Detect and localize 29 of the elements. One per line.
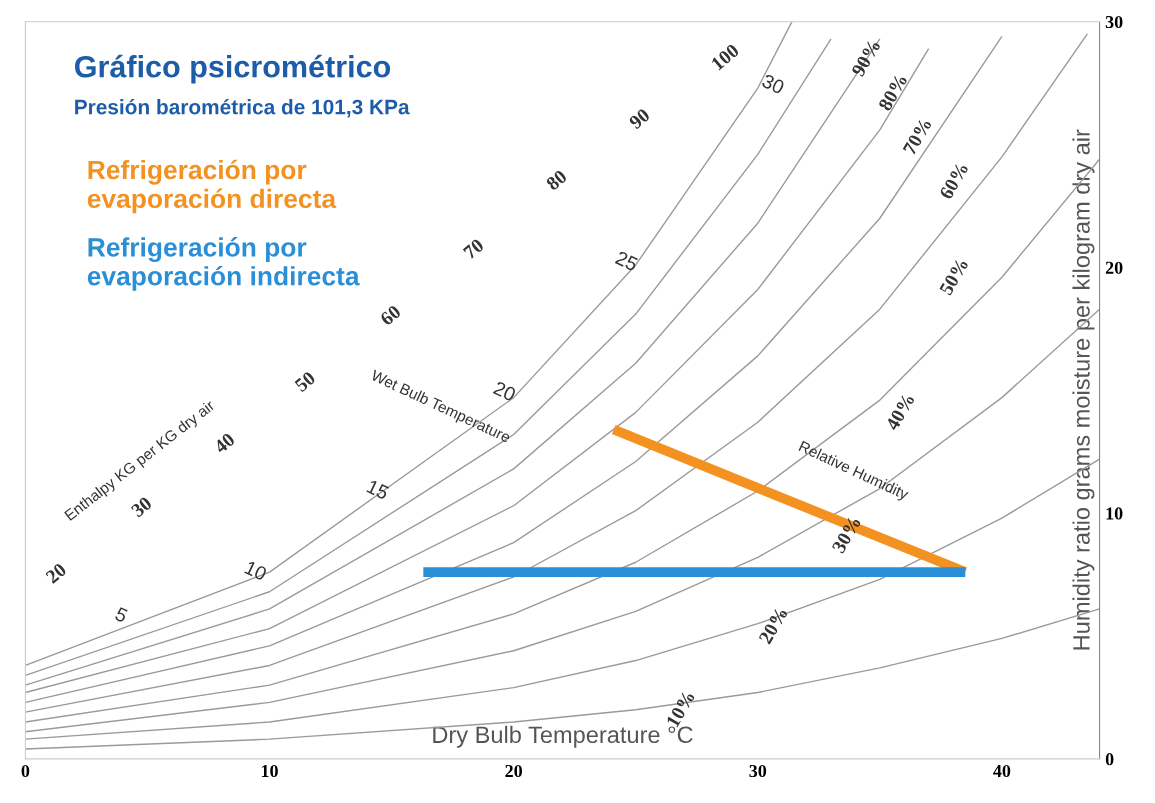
y-tick-label: 0 — [1105, 753, 1114, 766]
text: Refrigeración por evaporación indirecta — [87, 237, 360, 291]
annotation: 60 — [379, 304, 402, 327]
x-tick-label: 0 — [21, 764, 30, 778]
annotation: 10 — [244, 560, 268, 582]
annotation: 30 — [761, 73, 786, 95]
y-tick-label: 30 — [1105, 15, 1123, 29]
annotation: 40 — [213, 432, 236, 455]
x-axis-title: Dry Bulb Temperature °C — [433, 725, 693, 748]
x-tick-label: 40 — [993, 764, 1011, 778]
text: Refrigeración por evaporación directa — [87, 159, 337, 214]
annotation: 15 — [366, 479, 390, 500]
y-tick-label: 20 — [1105, 261, 1123, 274]
annotation: 70 — [462, 238, 485, 260]
annotation: 25 — [614, 250, 639, 272]
annotation: 30 — [130, 496, 153, 518]
y-axis-title: Humidity ratio grams moisture per kilogram dry air — [1072, 129, 1095, 650]
x-tick-label: 20 — [505, 764, 522, 778]
annotation: 20 — [45, 562, 68, 584]
x-tick-label: 30 — [749, 764, 767, 778]
y-tick-label: 10 — [1106, 507, 1123, 520]
text: Gráfico psicrométrico — [75, 54, 391, 84]
annotation: 90 — [628, 107, 651, 130]
text: Presión barométrica de 101,3 KPa — [75, 98, 410, 118]
annotation: 5 — [114, 606, 129, 623]
annotation: 100 — [710, 43, 740, 71]
x-tick-label: 10 — [261, 764, 278, 778]
annotation: 50 — [294, 370, 317, 393]
annotation: 80 — [545, 169, 568, 191]
